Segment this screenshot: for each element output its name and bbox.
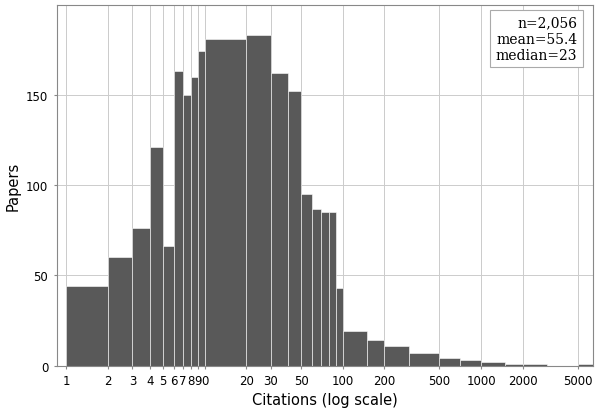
Bar — [67, 287, 108, 366]
Bar — [329, 213, 337, 366]
Bar — [133, 229, 149, 366]
Bar — [385, 346, 409, 366]
Bar — [301, 195, 312, 366]
Bar — [460, 360, 481, 366]
Bar — [343, 332, 367, 366]
Bar — [409, 353, 439, 366]
Bar — [322, 213, 329, 366]
Y-axis label: Papers: Papers — [5, 161, 20, 210]
Bar — [288, 92, 301, 366]
Bar — [578, 364, 598, 366]
Bar — [108, 258, 133, 366]
Bar — [337, 288, 343, 366]
Bar — [174, 72, 183, 366]
Bar — [163, 247, 174, 366]
Bar — [439, 358, 460, 366]
Bar — [191, 78, 199, 366]
Bar — [312, 209, 322, 366]
Bar — [481, 362, 505, 366]
Bar — [271, 74, 288, 366]
Bar — [183, 95, 191, 366]
Text: n=2,056
mean=55.4
median=23: n=2,056 mean=55.4 median=23 — [496, 17, 577, 63]
Bar — [246, 36, 271, 366]
X-axis label: Citations (log scale): Citations (log scale) — [252, 392, 398, 408]
Bar — [149, 148, 163, 366]
Bar — [205, 40, 246, 366]
Bar — [199, 52, 205, 366]
Bar — [523, 364, 547, 366]
Bar — [367, 340, 385, 366]
Bar — [505, 364, 523, 366]
